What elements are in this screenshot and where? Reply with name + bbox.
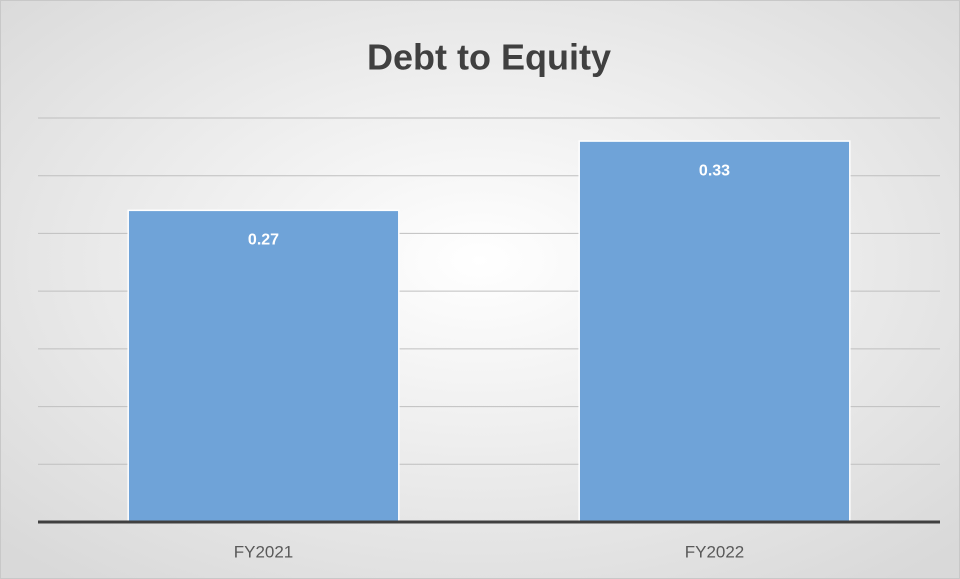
data-label: 0.33 — [699, 162, 730, 179]
x-tick-label: FY2022 — [685, 542, 745, 561]
chart-title: Debt to Equity — [367, 37, 611, 78]
bar — [127, 209, 400, 523]
bar — [578, 140, 851, 523]
data-label: 0.27 — [248, 232, 279, 249]
x-tick-label: FY2021 — [234, 542, 294, 561]
